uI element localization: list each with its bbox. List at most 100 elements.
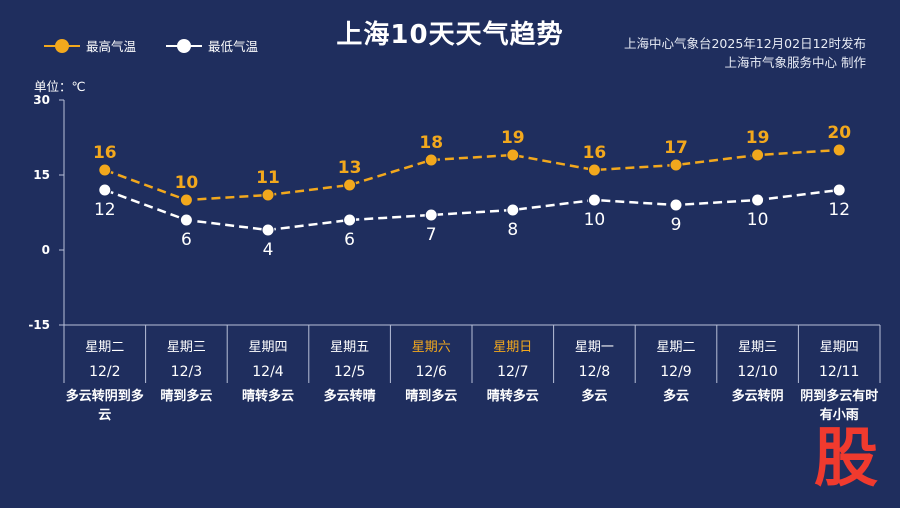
weekday-label: 星期四 [820,340,859,355]
weather-label: 晴到多云 [160,388,212,404]
legend-item-high: 最高气温 [44,36,136,55]
weekday-label: 星期五 [330,340,369,355]
y-tick-label: 30 [33,93,50,107]
high-temp-point [751,148,765,162]
legend-item-low: 最低气温 [166,36,258,55]
legend: 最高气温 最低气温 [44,36,258,55]
weather-label: 多云转阴到多云 [66,388,144,423]
weekday-label: 星期三 [167,340,206,355]
high-temp-label: 11 [256,168,280,188]
low-temp-point [832,183,846,197]
weather-label: 多云 [581,388,607,404]
low-temp-point [343,213,357,227]
weather-label: 晴到多云 [405,388,457,404]
y-tick-label: -15 [28,318,50,332]
chart-title: 上海10天天气趋势 [336,20,564,50]
low-temp-point [98,183,112,197]
y-tick-label: 0 [42,243,50,257]
weather-label-line: 晴转多云 [487,388,539,404]
weekday-label: 星期二 [656,340,695,355]
low-temp-point [587,193,601,207]
high-temp-point [669,158,683,172]
low-temp-label: 7 [426,225,437,245]
low-temp-point [261,223,275,237]
high-temp-line [104,148,840,202]
high-temp-point [343,178,357,192]
low-temp-label: 10 [747,210,769,230]
date-label: 12/2 [89,364,120,380]
low-temp-label: 4 [263,240,274,260]
weather-label-line: 有小雨 [820,407,859,423]
high-temp-point [98,163,112,177]
weather-label-line: 晴转多云 [242,388,294,404]
weather-label-line: 晴到多云 [160,388,212,404]
weekday-label: 星期一 [575,340,614,355]
weather-label-line: 多云转晴 [324,388,376,404]
weather-label: 多云转阴 [732,388,784,404]
high-temp-point [506,148,520,162]
date-label: 12/5 [334,364,365,380]
low-temp-point [424,208,438,222]
weather-label: 阴到多云有时有小雨 [800,388,878,423]
high-temp-label: 10 [175,173,199,193]
low-temp-label: 8 [507,220,518,240]
low-temp-point [506,203,520,217]
low-temp-point [179,213,193,227]
date-label: 12/6 [415,364,447,380]
low-temp-label: 6 [181,230,192,250]
legend-label-low: 最低气温 [208,39,259,54]
publish-line-1: 上海中心气象台2025年12月02日12时发布 [623,36,866,51]
date-label: 12/9 [660,364,691,380]
high-temp-label: 19 [501,128,525,148]
unit-label: 单位：℃ [34,79,86,94]
low-temp-label: 12 [828,200,850,220]
low-temp-line [104,188,840,232]
high-temp-point [424,153,438,167]
high-temp-label: 16 [93,143,117,163]
date-label: 12/3 [171,364,202,380]
publish-line-2: 上海市气象服务中心 制作 [724,55,866,70]
y-tick-label: 15 [33,168,50,182]
weather-label-line: 云 [98,408,111,423]
date-label: 12/7 [497,364,528,380]
high-temp-label: 17 [664,138,688,158]
high-temp-point [261,188,275,202]
high-temp-label: 20 [827,123,851,143]
weekday-label: 星期日 [493,340,532,355]
low-temp-point [669,198,683,212]
low-temp-label: 6 [344,230,355,250]
weather-label: 多云 [663,388,689,404]
weather-label-line: 多云转阴到多 [66,388,144,404]
publish-info: 上海中心气象台2025年12月02日12时发布 上海市气象服务中心 制作 [624,34,866,72]
watermark-stamp: 股 [814,422,878,496]
low-temp-label: 12 [94,200,116,220]
weekday-label: 星期二 [85,340,124,355]
weekday-label: 星期三 [738,340,777,355]
date-label: 12/8 [579,364,610,380]
weekday-label: 星期四 [248,340,287,355]
high-temp-label: 13 [338,158,362,178]
low-temp-label: 10 [584,210,606,230]
legend-swatch-high [44,38,80,53]
weather-label: 晴转多云 [242,388,294,404]
high-temp-point [832,143,846,157]
legend-label-high: 最高气温 [86,39,137,54]
weather-label: 多云转晴 [324,388,376,404]
weather-label: 晴转多云 [487,388,539,404]
low-temp-label: 9 [671,215,682,235]
weekday-label: 星期六 [412,340,451,355]
date-label: 12/11 [819,364,859,380]
weather-label-line: 晴到多云 [405,388,457,404]
high-temp-label: 16 [583,143,607,163]
high-temp-point [587,163,601,177]
low-temp-point [751,193,765,207]
weather-label-line: 多云 [663,388,689,404]
weather-label-line: 阴到多云有时 [800,388,878,404]
date-label: 12/4 [252,364,284,380]
legend-swatch-low [166,38,203,53]
high-temp-label: 18 [419,133,443,153]
weather-label-line: 多云转阴 [732,388,784,404]
date-label: 12/10 [737,364,777,380]
high-temp-label: 19 [746,128,770,148]
